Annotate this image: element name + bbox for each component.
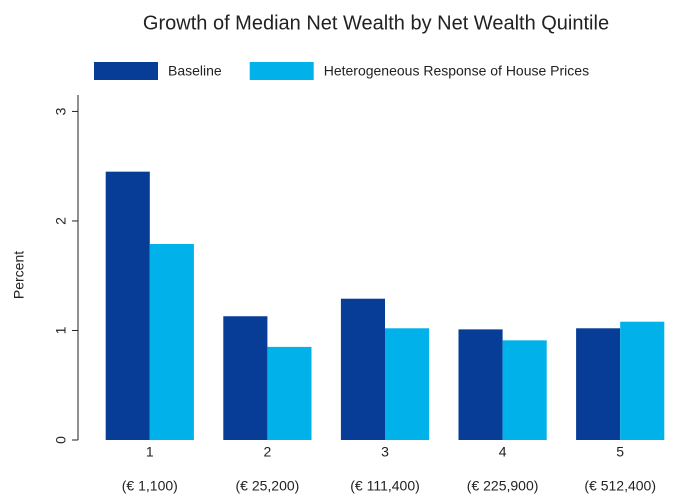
legend-swatch — [94, 62, 158, 80]
x-tick-label: 5 — [616, 444, 624, 460]
y-tick-label: 3 — [53, 107, 69, 115]
chart-title: Growth of Median Net Wealth by Net Wealt… — [143, 12, 609, 34]
bar — [385, 328, 430, 440]
x-tick-sublabel: (€ 225,900) — [467, 478, 539, 494]
y-tick-label: 1 — [53, 326, 69, 334]
legend-swatch — [249, 62, 314, 80]
bar — [576, 328, 621, 440]
bar — [502, 340, 547, 440]
x-tick-sublabel: (€ 512,400) — [584, 478, 656, 494]
x-tick-label: 4 — [499, 444, 507, 460]
bar — [340, 298, 385, 440]
legend-label: Baseline — [168, 63, 222, 79]
legend-label: Heterogeneous Response of House Prices — [324, 63, 589, 79]
y-tick-label: 2 — [53, 217, 69, 225]
y-axis-label: Percent — [11, 251, 27, 299]
x-tick-label: 1 — [146, 444, 154, 460]
x-tick-label: 3 — [381, 444, 389, 460]
bar — [267, 346, 312, 440]
bar — [458, 329, 503, 440]
x-tick-sublabel: (€ 25,200) — [235, 478, 299, 494]
x-tick-sublabel: (€ 111,400) — [350, 478, 420, 494]
x-tick-sublabel: (€ 1,100) — [122, 478, 178, 494]
bar — [620, 321, 665, 440]
bar — [149, 243, 194, 440]
x-tick-label: 2 — [264, 444, 272, 460]
bar — [223, 316, 268, 440]
bar — [105, 171, 150, 440]
y-tick-label: 0 — [53, 436, 69, 444]
